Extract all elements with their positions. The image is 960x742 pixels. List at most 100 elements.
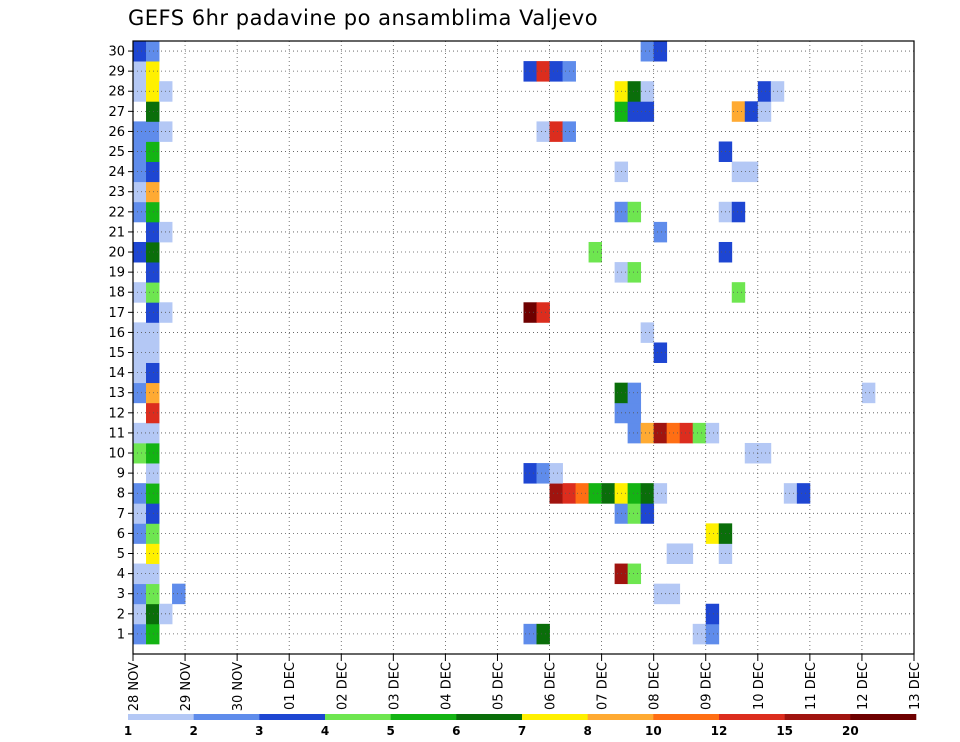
x-tick-label: 07 DEC: [596, 662, 611, 710]
heatmap-cell: [588, 241, 602, 263]
heatmap-cell: [640, 422, 655, 444]
heatmap-cell: [146, 101, 160, 122]
x-tick-label: 04 DEC: [439, 662, 454, 710]
heatmap-cell: [692, 422, 707, 444]
heatmap-cell: [133, 81, 147, 102]
heatmap-cell: [640, 81, 655, 102]
heatmap-cell: [133, 523, 147, 544]
heatmap-cell: [146, 623, 160, 645]
heatmap-cell: [757, 442, 772, 464]
legend-swatch: [653, 714, 720, 720]
y-tick-label: 16: [108, 326, 125, 341]
heatmap-cell: [536, 61, 550, 82]
y-tick-label: 2: [117, 607, 125, 622]
x-tick-label: 12 DEC: [856, 662, 871, 710]
x-tick-label: 29 NOV: [179, 662, 194, 711]
x-tick-label: 11 DEC: [804, 662, 819, 710]
legend-label: 10: [645, 724, 662, 738]
heatmap-cell: [146, 201, 160, 223]
legend-swatch: [390, 714, 457, 720]
heatmap-cell: [133, 141, 147, 162]
heatmap-cell: [627, 563, 642, 585]
heatmap-cell: [705, 623, 720, 645]
heatmap-cell: [133, 483, 147, 504]
heatmap-cell: [705, 603, 720, 625]
heatmap-cell: [627, 262, 642, 283]
x-tick-label: 05 DEC: [491, 662, 506, 710]
heatmap-cell: [146, 362, 160, 384]
y-tick-label: 19: [108, 266, 125, 281]
legend-swatch: [193, 714, 260, 720]
heatmap-cell: [588, 483, 602, 504]
heatmap-cell: [146, 322, 160, 343]
heatmap-cell: [146, 81, 160, 102]
heatmap-cell: [627, 101, 642, 122]
heatmap-cell: [627, 382, 642, 404]
heatmap-cell: [146, 543, 160, 564]
x-tick-label: 03 DEC: [387, 662, 402, 710]
y-tick-label: 30: [108, 45, 125, 60]
y-tick-label: 24: [108, 165, 125, 180]
x-tick-label: 28 NOV: [127, 662, 142, 711]
y-tick-label: 22: [108, 205, 125, 220]
heatmap-cell: [536, 463, 550, 484]
y-tick-label: 21: [108, 225, 125, 240]
heatmap-cell: [627, 422, 642, 444]
heatmap-cell: [146, 442, 160, 464]
heatmap-cell: [146, 422, 160, 444]
heatmap-cell: [133, 61, 147, 82]
heatmap-cell: [653, 41, 668, 62]
heatmap-cell: [627, 503, 642, 524]
legend-swatch: [587, 714, 654, 720]
y-tick-label: 5: [117, 547, 125, 562]
heatmap-cell: [146, 121, 160, 142]
y-tick-label: 18: [108, 286, 125, 301]
y-tick-label: 11: [108, 426, 125, 441]
heatmap-cell: [653, 422, 668, 444]
heatmap-cell: [653, 483, 668, 504]
heatmap-cell: [549, 483, 563, 504]
x-tick-label: 30 NOV: [231, 662, 246, 711]
heatmap-cell: [705, 422, 720, 444]
heatmap-cell: [627, 402, 642, 424]
chart-title: GEFS 6hr padavine po ansamblima Valjevo: [128, 6, 599, 30]
legend-label: 12: [711, 724, 728, 738]
y-axis: 1234567891011121314151617181920212223242…: [108, 45, 133, 642]
y-tick-label: 25: [108, 145, 125, 160]
heatmap-cell: [523, 302, 537, 323]
heatmap-cell: [146, 503, 160, 524]
heatmap-cell: [692, 623, 707, 645]
heatmap-cell: [705, 523, 720, 544]
heatmap-cell: [133, 382, 147, 404]
heatmap-cell: [757, 81, 772, 102]
heatmap-cell: [146, 282, 160, 303]
heatmap-cell: [640, 41, 655, 62]
heatmap-cell: [523, 463, 537, 484]
legend-label: 8: [583, 724, 591, 738]
y-tick-label: 17: [108, 306, 125, 321]
heatmap-cell: [146, 563, 160, 585]
heatmap-cell: [640, 503, 655, 524]
heatmap-cell: [953, 342, 960, 363]
y-tick-label: 15: [108, 346, 125, 361]
heatmap-cell: [133, 583, 147, 605]
heatmap-cell: [731, 282, 746, 303]
heatmap-cell: [133, 623, 147, 645]
y-tick-label: 7: [117, 507, 125, 522]
y-tick-label: 26: [108, 125, 125, 140]
heatmap-cell: [133, 241, 147, 263]
legend-label: 7: [518, 724, 526, 738]
heatmap-cell: [133, 422, 147, 444]
legend-swatch: [522, 714, 588, 720]
heatmap-cell: [744, 101, 759, 122]
y-tick-label: 3: [117, 587, 125, 602]
legend-swatch: [784, 714, 851, 720]
heatmap-cell: [133, 322, 147, 343]
heatmap-cell: [146, 583, 160, 605]
color-legend: 1 2 3 4 5 6 7 8 10 12 15 20: [124, 714, 917, 738]
legend-label: 3: [255, 724, 263, 738]
heatmap-cell: [146, 302, 160, 323]
heatmap-cell: [731, 101, 746, 122]
heatmap-cell: [146, 181, 160, 203]
heatmap-cell: [523, 61, 537, 82]
